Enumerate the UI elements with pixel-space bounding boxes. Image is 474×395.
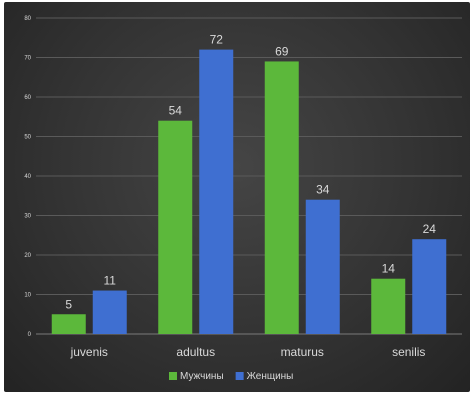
legend-label: Женщины bbox=[247, 371, 294, 382]
bar bbox=[371, 278, 406, 334]
y-tick-label: 70 bbox=[24, 56, 31, 62]
category-label: maturus bbox=[281, 345, 324, 359]
bar bbox=[264, 61, 299, 334]
bar-value-label: 54 bbox=[169, 104, 183, 118]
legend-label: Мужчины bbox=[180, 371, 224, 382]
legend-swatch bbox=[169, 372, 177, 380]
bar-value-label: 5 bbox=[65, 297, 72, 311]
bar-value-label: 14 bbox=[382, 262, 396, 276]
y-tick-label: 20 bbox=[24, 253, 31, 259]
y-tick-label: 40 bbox=[24, 174, 31, 180]
bar-value-label: 24 bbox=[423, 222, 437, 236]
bar-value-label: 11 bbox=[104, 274, 117, 288]
y-tick-label: 10 bbox=[24, 293, 31, 299]
legend: Мужчины Женщины bbox=[169, 371, 293, 382]
y-tick-label: 60 bbox=[24, 95, 31, 101]
chart: 0 10 20 30 40 50 60 70 80 5 11 54 72 69 34 14 24 juveni… bbox=[24, 16, 462, 382]
chart-frame: 0 10 20 30 40 50 60 70 80 5 11 54 72 69 34 14 24 juveni… bbox=[4, 2, 470, 392]
y-tick-label: 0 bbox=[28, 332, 32, 338]
bar bbox=[51, 314, 86, 334]
x-axis-categories: juvenis adultus maturus senilis bbox=[70, 345, 426, 359]
bar-value-label: 34 bbox=[316, 183, 330, 197]
category-label: juvenis bbox=[70, 345, 108, 359]
y-tick-label: 50 bbox=[24, 135, 31, 141]
bar bbox=[158, 120, 193, 334]
bar-value-label: 72 bbox=[210, 33, 224, 47]
bar bbox=[305, 199, 340, 334]
y-tick-label: 30 bbox=[24, 214, 31, 220]
bar bbox=[92, 290, 127, 334]
category-label: adultus bbox=[176, 345, 215, 359]
bar bbox=[199, 49, 234, 334]
y-axis-ticks: 0 10 20 30 40 50 60 70 80 bbox=[24, 16, 31, 338]
bar-value-label: 69 bbox=[275, 44, 289, 58]
bars bbox=[51, 49, 447, 334]
data-labels: 5 11 54 72 69 34 14 24 bbox=[65, 33, 436, 312]
category-label: senilis bbox=[392, 345, 425, 359]
y-tick-label: 80 bbox=[24, 16, 31, 22]
bar bbox=[412, 239, 447, 334]
legend-swatch bbox=[235, 372, 244, 380]
